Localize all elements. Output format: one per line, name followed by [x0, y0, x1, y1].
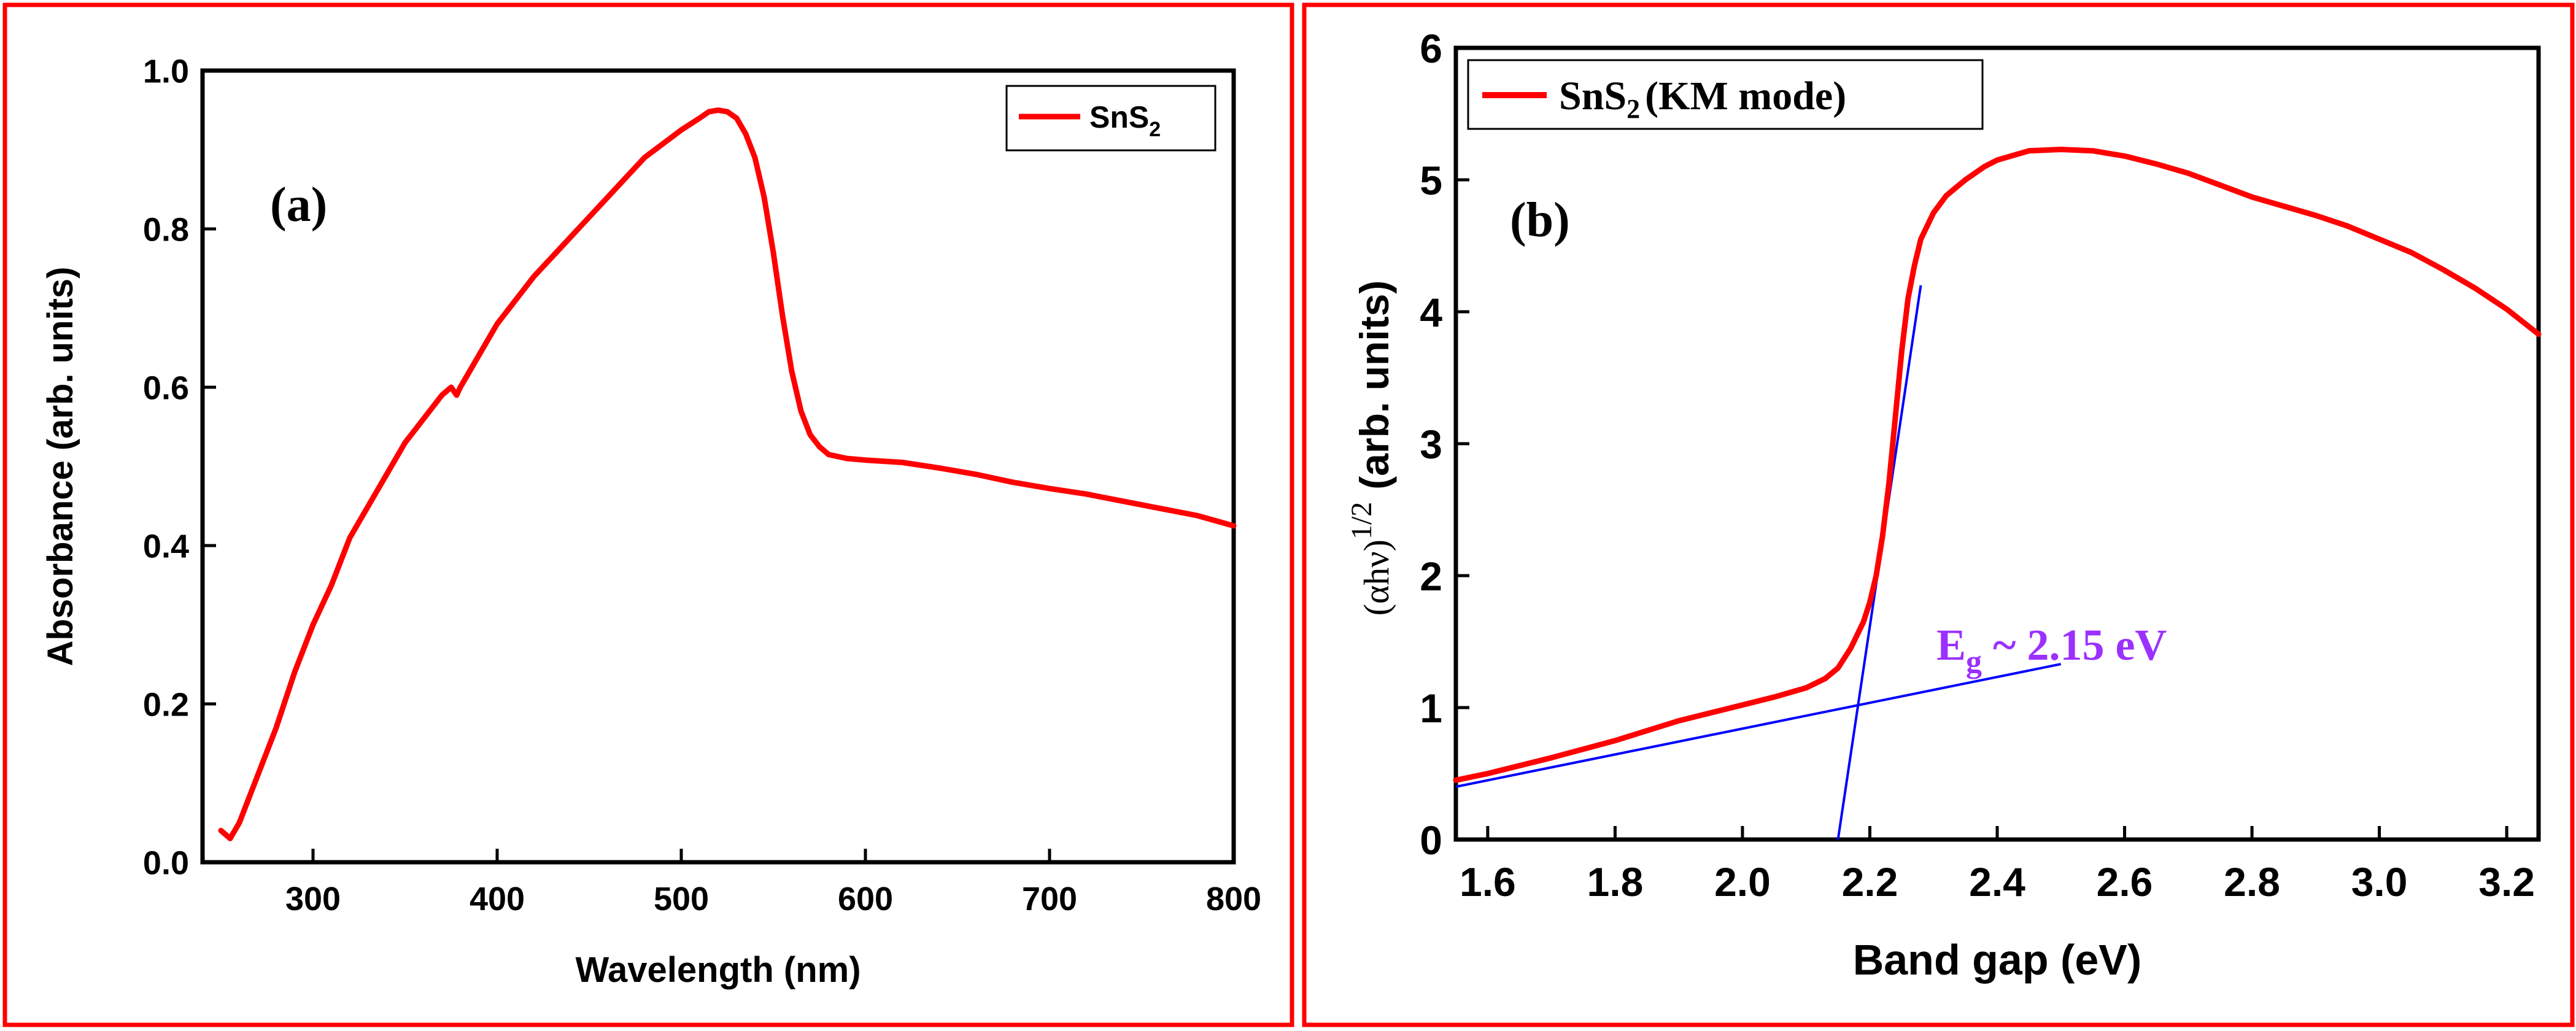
- x-ticks-a: 300 400 500 600 700 800: [285, 849, 1261, 917]
- band-gap-annotation: Eg ~ 2.15 eV: [1936, 620, 2167, 679]
- y-tick-label: 3: [1420, 422, 1442, 467]
- y-tick-label: 0.8: [143, 211, 189, 248]
- legend-box-b: [1467, 59, 1984, 130]
- x-tick-label: 400: [470, 881, 525, 917]
- x-tick-label: 700: [1022, 881, 1077, 917]
- y-tick-label: 1: [1420, 685, 1442, 731]
- legend-a: SnS2: [1005, 85, 1216, 152]
- y-tick-label: 1.0: [143, 53, 189, 90]
- x-tick-label: 2.6: [2097, 859, 2153, 905]
- panel-a-frame: [2, 2, 1294, 1027]
- panel-label-a: (a): [270, 178, 327, 232]
- panel-label-b: (b): [1510, 193, 1570, 247]
- y-tick-label: 0.4: [143, 528, 189, 565]
- x-tick-label: 1.8: [1587, 859, 1644, 905]
- x-axis-label-b: Band gap (eV): [1853, 936, 2142, 984]
- baseline-fit-line: [1455, 663, 2062, 788]
- x-tick-label: 3.2: [2478, 859, 2535, 905]
- x-ticks-b: 1.6 1.8 2.0 2.2 2.4 2.6 2.8 3.0 3.2: [1460, 826, 2535, 905]
- panel-b-frame: [1302, 2, 2575, 1027]
- y-tick-label: 0.6: [143, 369, 189, 406]
- legend-label-b: SnS2 (KM mode): [1559, 74, 1846, 124]
- y-axis-label-b: (αhν)1/2(arb. units): [1345, 280, 1397, 616]
- x-tick-label: 2.4: [1969, 859, 2025, 905]
- y-tick-label: 2: [1420, 554, 1442, 599]
- x-tick-label: 800: [1206, 881, 1261, 917]
- y-tick-label: 0.0: [143, 844, 189, 881]
- y-tick-label: 0: [1420, 817, 1442, 863]
- legend-b: SnS2 (KM mode): [1467, 59, 1984, 130]
- plot-area-a: [200, 68, 1236, 865]
- y-tick-label: 0.2: [143, 686, 189, 723]
- plot-area-b: [1453, 45, 2541, 842]
- y-tick-label: 6: [1420, 26, 1442, 71]
- absorbance-chart: 300 400 500 600 700 800 0.0 0.2 0.4 0.6 0.8 1.0 (a…: [41, 53, 1261, 990]
- legend-label-a: SnS2: [1089, 100, 1161, 141]
- x-tick-label: 2.2: [1842, 859, 1898, 905]
- series-a: [218, 107, 1237, 841]
- x-tick-label: 3.0: [2351, 859, 2408, 905]
- y-ticks-b: 0 1 2 3 4 5 6: [1420, 26, 1469, 863]
- x-tick-label: 1.6: [1460, 859, 1516, 905]
- y-ticks-a: 0.0 0.2 0.4 0.6 0.8 1.0: [143, 53, 216, 881]
- series-line: [218, 107, 1237, 841]
- x-axis-label-a: Wavelength (nm): [575, 950, 861, 990]
- y-axis-label-a: Absorbance (arb. units): [41, 267, 80, 666]
- x-tick-label: 2.8: [2224, 859, 2280, 905]
- x-tick-label: 300: [285, 881, 341, 917]
- y-tick-label: 4: [1420, 290, 1442, 335]
- series-line: [1453, 147, 2542, 783]
- x-tick-label: 500: [654, 881, 709, 917]
- series-b: [1453, 147, 2542, 783]
- x-tick-label: 600: [838, 881, 893, 917]
- x-tick-label: 2.0: [1714, 859, 1771, 905]
- y-tick-label: 5: [1420, 158, 1442, 203]
